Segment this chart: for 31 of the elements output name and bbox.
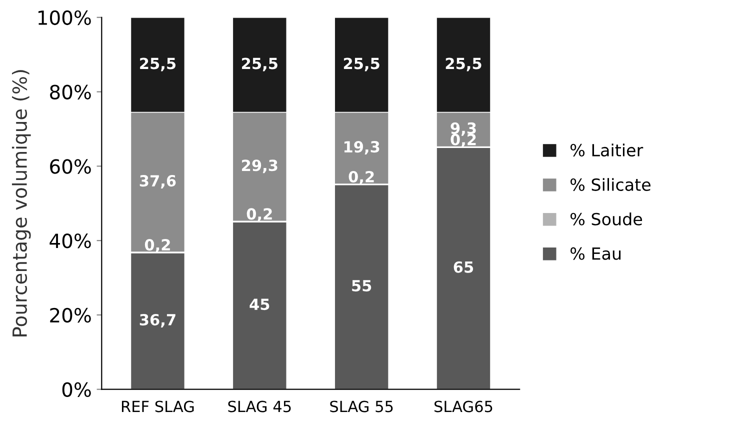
y-tick-label: 20% — [50, 308, 91, 323]
y-tick-label: 40% — [50, 234, 91, 248]
x-tick-label: SLAG 45 — [228, 400, 291, 412]
data-label: 0,2 — [450, 134, 476, 148]
data-label: 37,6 — [140, 175, 176, 189]
y-axis-title: Pourcentage volumique (%) — [12, 70, 31, 336]
data-label: 65 — [454, 261, 474, 273]
data-label: 0,2 — [348, 170, 374, 184]
data-label: 0,2 — [246, 208, 272, 222]
data-label: 55 — [352, 280, 372, 292]
y-tick-label: 80% — [50, 84, 91, 100]
data-label: 36,7 — [140, 314, 176, 328]
data-label: 25,5 — [140, 58, 176, 72]
data-label: 25,5 — [242, 58, 278, 72]
data-label: 0,2 — [144, 239, 170, 253]
legend-label: % Soude — [570, 212, 642, 226]
y-tick-label: 0% — [62, 382, 91, 397]
data-label: 9,3 — [450, 122, 476, 136]
data-label: 25,5 — [446, 58, 482, 72]
data-label: 45 — [250, 298, 270, 310]
data-label: 19,3 — [344, 141, 380, 155]
y-tick-label: 100% — [38, 10, 91, 26]
legend-label: % Eau — [570, 247, 621, 260]
x-tick-label: REF SLAG — [122, 400, 194, 412]
legend-label: % Silicate — [570, 178, 650, 191]
x-tick-label: SLAG 55 — [330, 400, 393, 412]
data-label: 25,5 — [344, 58, 380, 72]
data-label: 29,3 — [242, 160, 278, 174]
y-tick-label: 60% — [50, 159, 91, 174]
legend-label: % Laitier — [570, 144, 644, 157]
x-tick-label: SLAG65 — [434, 400, 492, 412]
